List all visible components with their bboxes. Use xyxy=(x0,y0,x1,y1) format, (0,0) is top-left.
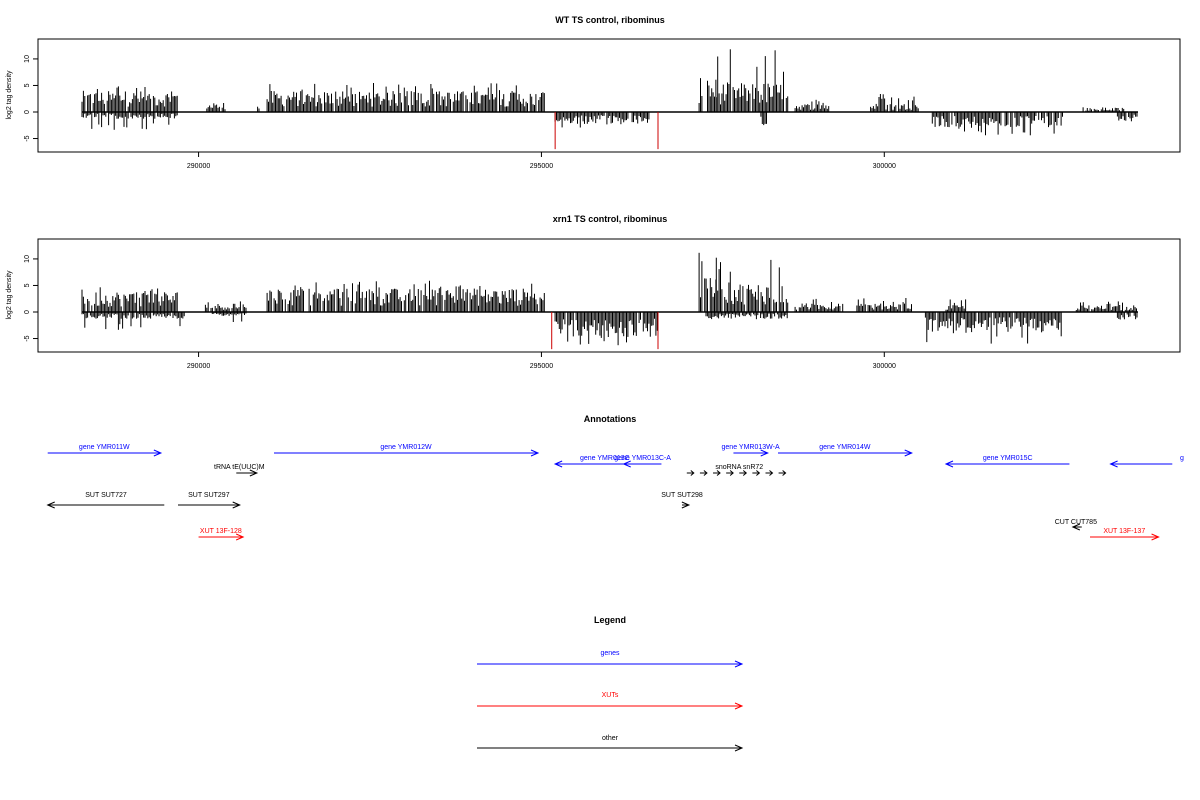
x-tick-label: 295000 xyxy=(530,163,553,170)
y-tick-label: -5 xyxy=(24,135,31,141)
feature-g: g xyxy=(1109,455,1184,468)
feature-label: gene YMR012W xyxy=(380,444,432,451)
legend-item-xuts: XUTs xyxy=(477,692,744,710)
legend-item-genes: genes xyxy=(477,650,744,668)
feature-sut-sut727: SUT SUT727 xyxy=(46,492,165,509)
y-tick-label: 10 xyxy=(24,255,31,263)
xrn1-coverage-panel: xrn1 TS control, ribominus log2 tag dens… xyxy=(6,214,1181,370)
feature-snorna-snr72: snoRNA snR72 xyxy=(686,464,787,476)
y-tick-label: 0 xyxy=(24,310,31,314)
plot-frame xyxy=(37,38,1181,153)
feature-arrowhead xyxy=(944,460,954,468)
y-axis: -5 0 5 10 xyxy=(24,255,38,342)
feature-arrowhead xyxy=(690,470,695,476)
feature-arrowhead xyxy=(232,501,241,509)
feature-label: gene YMR013C-A xyxy=(614,455,671,462)
feature-label: gene YMR013C xyxy=(580,455,630,462)
panel-title: WT TS control, ribominus xyxy=(555,15,665,25)
feature-arrowhead xyxy=(622,460,631,468)
feature-xut-13f-128: XUT 13F-128 xyxy=(198,528,245,541)
feature-arrowhead xyxy=(1109,460,1118,468)
feature-label: gene YMR015C xyxy=(983,455,1033,462)
feature-label: XUT 13F-137 xyxy=(1103,528,1145,535)
x-axis: 290000 295000 300000 xyxy=(187,152,896,170)
feature-arrowhead xyxy=(530,449,540,457)
x-tick-label: 290000 xyxy=(187,363,210,370)
feature-label: SUT SUT298 xyxy=(661,492,703,499)
y-tick-label: 0 xyxy=(24,110,31,114)
x-tick-label: 295000 xyxy=(530,363,553,370)
feature-gene-ymr015c: gene YMR015C xyxy=(944,455,1070,468)
feature-label: gene YMR013W-A xyxy=(722,444,780,451)
y-axis-label: log2 tag density xyxy=(6,270,13,320)
feature-arrowhead xyxy=(235,533,245,541)
feature-arrowhead xyxy=(756,470,761,476)
legend: Legend genes XUTs other xyxy=(477,615,744,752)
feature-arrowhead xyxy=(729,470,734,476)
annotations-title: Annotations xyxy=(584,414,637,424)
x-tick-label: 300000 xyxy=(873,363,896,370)
coverage-bars xyxy=(81,49,1138,150)
y-tick-label: 5 xyxy=(24,283,31,287)
feature-arrowhead xyxy=(769,470,774,476)
annotations-track: Annotations gene YMR011W gene YMR012W gene… xyxy=(46,414,1184,541)
feature-label: SUT SUT727 xyxy=(85,492,127,499)
feature-sut-sut297: SUT SUT297 xyxy=(178,492,241,509)
feature-arrowhead xyxy=(681,501,691,509)
legend-label: XUTs xyxy=(602,692,619,699)
feature-label: XUT 13F-128 xyxy=(200,528,242,535)
legend-arrowhead xyxy=(734,660,744,668)
feature-label: snoRNA snR72 xyxy=(715,464,763,471)
feature-label: gene YMR014W xyxy=(819,444,871,451)
legend-label: genes xyxy=(600,650,620,657)
feature-label: g xyxy=(1180,455,1184,462)
y-axis-label: log2 tag density xyxy=(6,70,13,120)
feature-trna-te-uuc-m: tRNA tE(UUC)M xyxy=(214,464,265,477)
feature-cut-cut785: CUT CUT785 xyxy=(1055,519,1097,531)
feature-arrowhead xyxy=(703,470,708,476)
feature-arrowhead xyxy=(1151,533,1160,541)
feature-arrowhead xyxy=(716,470,721,476)
plot-frame xyxy=(37,238,1181,353)
feature-label: SUT SUT297 xyxy=(188,492,230,499)
feature-arrowhead xyxy=(1071,523,1081,531)
y-axis: -5 0 5 10 xyxy=(24,55,38,142)
legend-arrowhead xyxy=(734,702,744,710)
feature-gene-ymr013w-a: gene YMR013W-A xyxy=(722,444,780,457)
feature-label: CUT CUT785 xyxy=(1055,519,1097,526)
feature-arrowhead xyxy=(46,501,55,509)
feature-gene-ymr011w: gene YMR011W xyxy=(47,444,163,457)
feature-xut-13f-137: XUT 13F-137 xyxy=(1090,528,1160,541)
wt-coverage-panel: WT TS control, ribominus log2 tag densit… xyxy=(6,15,1181,170)
legend-item-other: other xyxy=(477,735,744,752)
coverage-bars xyxy=(81,252,1138,350)
y-tick-label: 10 xyxy=(24,55,31,63)
y-tick-label: 5 xyxy=(24,83,31,87)
feature-sut-sut298: SUT SUT298 xyxy=(661,492,703,509)
legend-arrowhead xyxy=(734,744,744,752)
feature-gene-ymr012w: gene YMR012W xyxy=(274,444,540,457)
feature-arrowhead xyxy=(249,469,259,477)
legend-label: other xyxy=(602,735,619,742)
x-tick-label: 300000 xyxy=(873,163,896,170)
feature-arrowhead xyxy=(782,470,787,476)
feature-arrowhead xyxy=(553,460,563,468)
feature-label: gene YMR011W xyxy=(79,444,130,451)
legend-title: Legend xyxy=(594,615,626,625)
feature-arrowhead xyxy=(760,449,769,457)
panel-title: xrn1 TS control, ribominus xyxy=(553,214,668,224)
feature-gene-ymr013c-a: gene YMR013C-A xyxy=(614,455,671,468)
feature-gene-ymr014w: gene YMR014W xyxy=(778,444,913,457)
x-axis: 290000 295000 300000 xyxy=(187,352,896,370)
feature-label: tRNA tE(UUC)M xyxy=(214,464,265,471)
feature-arrowhead xyxy=(904,449,913,457)
y-tick-label: -5 xyxy=(24,335,31,341)
x-tick-label: 290000 xyxy=(187,163,210,170)
feature-arrowhead xyxy=(742,470,748,476)
feature-arrowhead xyxy=(153,449,163,457)
